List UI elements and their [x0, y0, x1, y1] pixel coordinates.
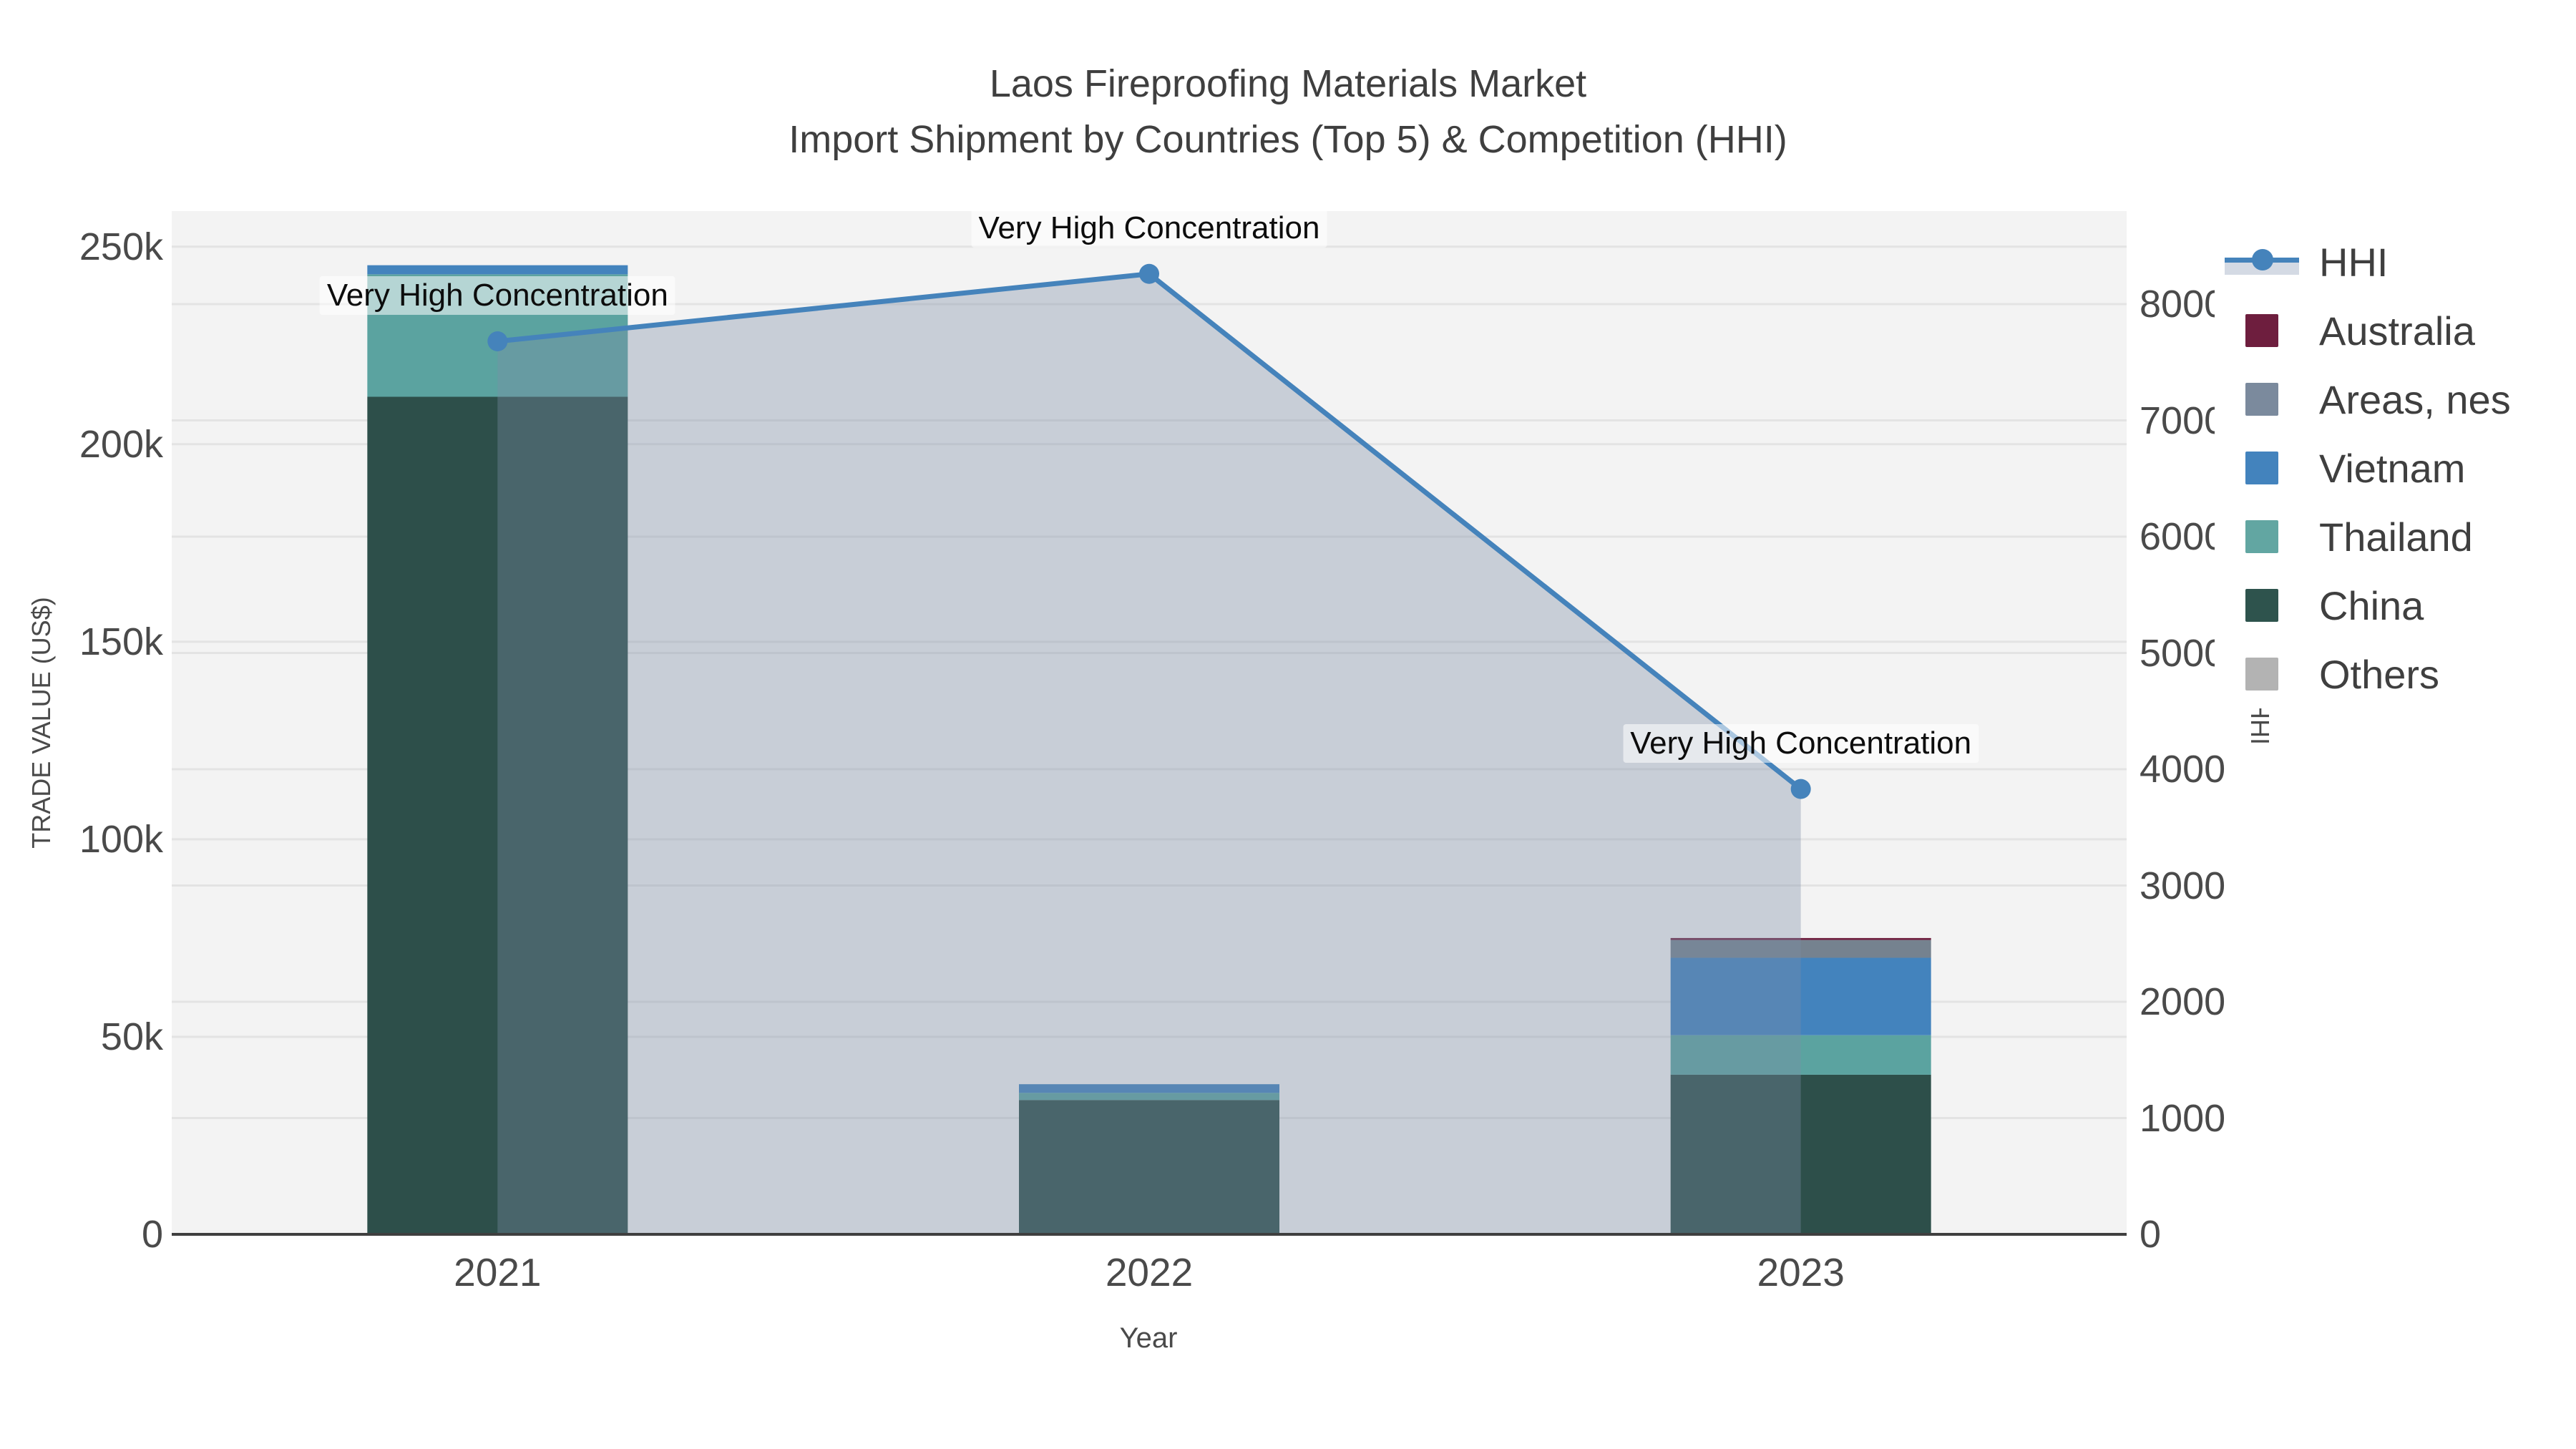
y2-tick-label: 2000	[2140, 980, 2226, 1023]
bar-segment-vietnam-2023[interactable]	[1670, 957, 1931, 1035]
y1-tick-label: 200k	[79, 422, 163, 466]
bar-segment-china-2023[interactable]	[1670, 1074, 1931, 1234]
y2-tick-label: 1000	[2140, 1096, 2226, 1140]
legend-swatch-icon	[2215, 502, 2309, 571]
legend-label: Areas, nes	[2319, 376, 2511, 422]
bar-segment-thailand-2023[interactable]	[1670, 1035, 1931, 1075]
hhi-area-fill	[497, 273, 1801, 1234]
legend-label: Australia	[2319, 308, 2475, 353]
legend-item-vietnam[interactable]: Vietnam	[2215, 434, 2465, 502]
bar-segment-australia-2023[interactable]	[1670, 937, 1931, 940]
hhi-marker-2022[interactable]	[1139, 263, 1159, 284]
legend: HHI Australia Areas, nes Vietnam Thailand Chi…	[2215, 228, 2576, 708]
legend-item-china[interactable]: China	[2215, 571, 2424, 640]
color-swatch	[2245, 589, 2278, 622]
y1-tick-label: 0	[141, 1213, 163, 1256]
legend-label: HHI	[2319, 239, 2389, 285]
hhi-marker-icon	[2252, 249, 2273, 270]
bar-segment-vietnam-2022[interactable]	[1019, 1084, 1279, 1093]
legend-label: Vietnam	[2319, 445, 2466, 491]
hhi-line-icon	[2215, 228, 2309, 296]
y2-tick-label: 8000	[2140, 283, 2226, 326]
x-axis-title-year: Year	[1119, 1322, 1178, 1354]
legend-swatch-icon	[2215, 640, 2309, 708]
bar-segment-areas-nes-2023[interactable]	[1670, 940, 1931, 958]
color-swatch	[2245, 314, 2278, 347]
y2-tick-label: 0	[2140, 1213, 2162, 1256]
legend-swatch-icon	[2215, 365, 2309, 434]
y1-tick-label: 250k	[79, 225, 163, 268]
x-tick-label-2023: 2023	[1757, 1250, 1845, 1294]
legend-item-australia[interactable]: Australia	[2215, 296, 2475, 365]
color-swatch	[2245, 658, 2278, 691]
chart-subtitle: Import Shipment by Countries (Top 5) & C…	[789, 118, 1787, 161]
hhi-marker-2023[interactable]	[1790, 779, 1811, 799]
legend-label: China	[2319, 582, 2424, 628]
bar-segment-vietnam-2021[interactable]	[367, 265, 628, 275]
bar-segment-thailand-2022[interactable]	[1019, 1093, 1279, 1101]
annotation-concentration-2021: Very High Concentration	[319, 276, 675, 315]
y2-tick-label: 5000	[2140, 631, 2226, 675]
legend-label: Others	[2319, 651, 2440, 697]
y1-tick-label: 100k	[79, 817, 163, 861]
y2-tick-label: 3000	[2140, 864, 2226, 907]
color-swatch	[2245, 520, 2278, 553]
legend-swatch-icon	[2215, 571, 2309, 640]
bar-segment-china-2022[interactable]	[1019, 1100, 1279, 1234]
legend-item-areas-nes[interactable]: Areas, nes	[2215, 365, 2511, 434]
y2-tick-label: 4000	[2140, 748, 2226, 791]
y2-tick-label: 6000	[2140, 515, 2226, 558]
legend-label: Thailand	[2319, 514, 2473, 560]
x-tick-label-2021: 2021	[454, 1250, 542, 1294]
legend-swatch-icon	[2215, 434, 2309, 502]
hhi-marker-2021[interactable]	[487, 331, 508, 351]
annotation-concentration-2022: Very High Concentration	[971, 208, 1327, 248]
x-tick-label-2022: 2022	[1105, 1250, 1194, 1294]
color-swatch	[2245, 452, 2278, 484]
y2-tick-label: 7000	[2140, 399, 2226, 442]
legend-swatch-icon	[2215, 296, 2309, 365]
legend-item-hhi[interactable]: HHI	[2215, 228, 2388, 296]
legend-item-others[interactable]: Others	[2215, 640, 2439, 708]
y1-tick-label: 150k	[79, 620, 163, 663]
annotation-concentration-2023: Very High Concentration	[1623, 723, 1979, 763]
y1-tick-label: 50k	[100, 1015, 163, 1058]
legend-item-thailand[interactable]: Thailand	[2215, 502, 2473, 571]
color-swatch	[2245, 383, 2278, 416]
chart-title: Laos Fireproofing Materials Market	[989, 62, 1587, 105]
bar-segment-china-2021[interactable]	[367, 396, 628, 1234]
